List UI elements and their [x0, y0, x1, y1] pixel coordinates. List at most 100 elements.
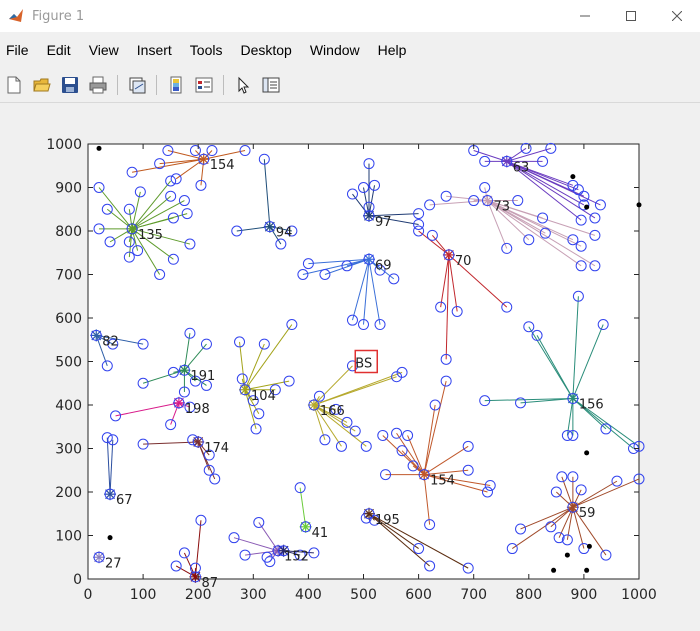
menu-tools[interactable]: Tools [189, 42, 223, 58]
cluster-link [263, 159, 271, 227]
cluster-link [131, 228, 174, 260]
cluster-link [302, 258, 370, 275]
dead-node [551, 567, 557, 573]
cluster-head-label: 59 [579, 506, 596, 521]
menu-edit[interactable]: Edit [46, 42, 71, 58]
sensor-node [550, 486, 562, 498]
menu-window[interactable]: Window [309, 42, 360, 58]
sensor-node [435, 301, 447, 313]
sensor-node [369, 514, 381, 526]
window-title: Figure 1 [32, 8, 85, 24]
sensor-node [107, 338, 119, 350]
save-button[interactable] [59, 74, 81, 96]
sensor-node [451, 305, 463, 317]
cluster-link [197, 441, 216, 480]
sensor-node [195, 179, 207, 191]
sensor-node [341, 416, 353, 428]
cluster-link [244, 380, 290, 391]
sensor-node [231, 225, 243, 237]
cluster-head-marker [307, 399, 320, 411]
sensor-node [258, 153, 270, 165]
cluster-link [194, 520, 202, 577]
cluster-head-marker [189, 570, 202, 583]
colorbar-button[interactable] [165, 74, 187, 96]
sensor-node [134, 186, 146, 198]
maximize-button[interactable] [608, 0, 654, 32]
sensor-node [567, 471, 579, 483]
sensor-node [633, 473, 645, 485]
sensor-node [440, 375, 452, 387]
edit-plot-button[interactable] [232, 74, 254, 96]
sensor-node [137, 338, 149, 350]
property-editor-button[interactable] [260, 74, 282, 96]
open-file-button[interactable] [31, 74, 53, 96]
cluster-link [167, 150, 204, 160]
x-tick-label: 200 [185, 587, 212, 603]
cluster-link [558, 507, 574, 538]
new-file-icon [7, 76, 21, 94]
cluster-link [299, 487, 307, 527]
close-button[interactable] [654, 0, 700, 32]
minimize-button[interactable] [562, 0, 608, 32]
menu-desktop[interactable]: Desktop [240, 42, 292, 58]
sensor-node [258, 338, 270, 350]
link-plot-icon [129, 77, 146, 94]
x-tick-label: 600 [405, 587, 432, 603]
sensor-node [578, 190, 590, 202]
sensor-node [391, 371, 403, 383]
sensor-node [600, 549, 612, 561]
cluster-link [487, 200, 582, 247]
print-button[interactable] [87, 74, 109, 96]
cluster-link [183, 333, 191, 371]
sensor-node [556, 471, 568, 483]
sensor-node [178, 386, 190, 398]
sensor-node [346, 360, 358, 372]
sensor-node [162, 145, 174, 157]
sensor-node [302, 258, 314, 270]
sensor-node [137, 377, 149, 389]
cluster-link [244, 550, 279, 556]
cluster-link [506, 160, 579, 191]
sensor-node [374, 319, 386, 331]
open-folder-icon [33, 78, 51, 92]
menu-help[interactable]: Help [377, 42, 407, 58]
x-tick-label: 700 [460, 587, 487, 603]
x-tick-label: 300 [240, 587, 267, 603]
cluster-head-label: 94 [276, 226, 293, 241]
new-figure-button[interactable] [3, 74, 25, 96]
cluster-link [313, 404, 342, 447]
sensor-node [561, 429, 573, 441]
sensor-node [363, 158, 375, 170]
sensor-node [575, 214, 587, 226]
menu-view[interactable]: View [88, 42, 119, 58]
sensor-node [165, 419, 177, 431]
sensor-node [539, 227, 551, 239]
cluster-head-marker [418, 468, 431, 481]
sensor-node [515, 397, 527, 409]
menu-insert[interactable]: Insert [136, 42, 172, 58]
sensor-node [184, 401, 196, 413]
link-plot-button[interactable] [126, 74, 148, 96]
legend-button[interactable] [193, 74, 215, 96]
sensor-node [374, 264, 386, 276]
menu-file[interactable]: File [6, 42, 29, 58]
y-tick-label: 400 [55, 398, 82, 414]
sensor-node [203, 449, 215, 461]
sensor-node [165, 175, 177, 187]
sensor-node [575, 484, 587, 496]
dead-node [586, 543, 592, 549]
sensor-node [167, 253, 179, 265]
sensor-node [380, 469, 392, 481]
cluster-link [473, 150, 507, 162]
cluster-link [96, 334, 114, 345]
cluster-head-marker [263, 220, 276, 233]
toolbar-separator [223, 75, 224, 95]
cluster-head-label: 154 [210, 158, 235, 173]
cluster-head-label: 156 [579, 397, 604, 412]
sensor-node [335, 440, 347, 452]
network-chart: 154 135 94 97 69 70 63 73 82 191 104 166 198 174 67 154… [46, 137, 656, 603]
cluster-link [115, 402, 180, 417]
pointer-icon [238, 76, 250, 94]
sensor-node [440, 353, 452, 365]
sensor-node [264, 556, 276, 568]
